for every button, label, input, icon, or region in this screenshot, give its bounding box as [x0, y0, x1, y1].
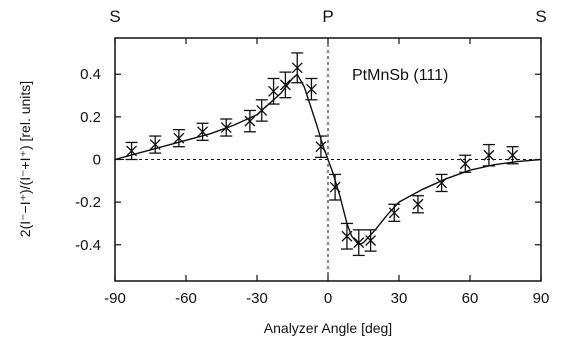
data-point: [243, 109, 256, 133]
x-marker-b: [436, 177, 448, 189]
x-marker-b: [244, 115, 256, 127]
top-label: S: [109, 7, 120, 26]
x-marker-b: [388, 207, 400, 219]
x-marker-b: [329, 181, 341, 193]
y-axis-label: 2(I⁻−I⁺)/(I⁻+I⁺) [rel. units]: [17, 81, 33, 237]
x-marker-b: [126, 145, 138, 157]
x-tick-label: -90: [104, 290, 126, 307]
data-point: [459, 154, 472, 173]
y-tick-label: 0: [93, 152, 101, 169]
data-point: [411, 195, 424, 214]
x-ticks: -90 -60 -30 0 30 60 90: [104, 38, 549, 307]
x-tick-label: 60: [462, 290, 479, 307]
data-point: [435, 173, 448, 193]
x-marker-b: [279, 79, 291, 91]
data-point: [255, 99, 268, 122]
x-marker-b: [507, 149, 519, 161]
chart-title: PtMnSb (111): [352, 67, 448, 84]
data-point: [482, 143, 495, 167]
data-point: [340, 222, 353, 250]
y-ticks: 0.4 0.2 0 -0.2 -0.4: [75, 66, 541, 254]
x-tick-label: 30: [391, 290, 408, 307]
data-point: [352, 229, 365, 257]
x-tick-label: -30: [246, 290, 268, 307]
data-points: [125, 52, 519, 257]
x-marker-b: [305, 83, 317, 95]
data-point: [364, 229, 377, 252]
x-marker-b: [459, 158, 471, 170]
x-marker-b: [149, 139, 161, 151]
y-tick-label: -0.4: [75, 237, 101, 254]
x-marker-b: [197, 126, 209, 138]
data-point: [329, 173, 342, 201]
data-point: [149, 135, 162, 154]
x-marker-b: [173, 132, 185, 144]
y-tick-label: -0.2: [75, 194, 101, 211]
x-marker-b: [291, 62, 303, 74]
x-tick-label: 90: [533, 290, 550, 307]
x-marker-b: [341, 230, 353, 242]
x-marker-b: [220, 122, 232, 133]
x-marker-b: [483, 149, 495, 161]
data-point: [314, 135, 327, 159]
y-tick-label: 0.2: [80, 109, 101, 126]
data-point: [305, 77, 318, 101]
data-point: [267, 77, 280, 105]
x-marker-b: [315, 141, 327, 153]
data-point: [388, 203, 401, 222]
data-point: [172, 129, 185, 148]
fit-curve: [114, 73, 542, 246]
x-marker-b: [353, 237, 365, 249]
x-tick-label: -60: [175, 290, 197, 307]
data-point: [220, 118, 233, 137]
x-marker-b: [268, 85, 280, 97]
top-label: P: [322, 7, 333, 26]
x-marker-b: [365, 235, 377, 246]
x-tick-label: 0: [324, 290, 332, 307]
top-label: S: [535, 7, 546, 26]
data-point: [506, 146, 519, 165]
data-point: [291, 52, 304, 84]
data-point: [279, 71, 292, 99]
y-tick-label: 0.4: [80, 66, 101, 83]
x-marker-b: [256, 105, 268, 116]
x-marker-b: [412, 198, 424, 210]
data-point: [196, 122, 209, 141]
x-axis-label: Analyzer Angle [deg]: [264, 320, 392, 336]
data-point: [125, 141, 138, 161]
